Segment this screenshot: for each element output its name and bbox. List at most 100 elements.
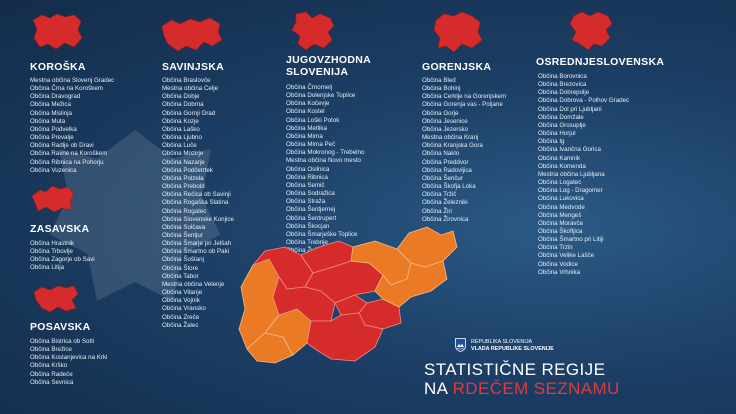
municipality-item: Občina Borovnica	[538, 73, 587, 80]
municipality-item: Občina Hrastnik	[30, 240, 75, 247]
municipality-item: Občina Šoštanj	[162, 256, 204, 264]
municipality-item: Občina Podčetrtek	[162, 166, 213, 174]
municipality-item: Občina Rečica ob Savinji	[162, 191, 231, 199]
municipality-item: Občina Grosuplje	[538, 121, 586, 129]
municipality-item: Občina Ljubno	[162, 134, 202, 142]
municipality-item: Mestna občina Ljubljana	[538, 170, 605, 178]
slovenia-region-map	[238, 226, 458, 364]
municipality-item: Občina Škocjan	[286, 222, 330, 230]
municipality-item: Občina Jezersko	[422, 125, 469, 133]
municipality-item: Občina Kozje	[162, 117, 199, 125]
municipality-item: Občina Radeče	[30, 370, 73, 378]
municipality-item: Občina Straža	[286, 198, 326, 206]
municipality-item: Občina Ravne na Koroškem	[30, 150, 108, 158]
municipality-item: Občina Mokronog - Trebelno	[286, 149, 365, 157]
municipality-item: Občina Brežice	[30, 346, 72, 354]
map-region-east	[374, 260, 448, 308]
municipality-item: Občina Vuzenica	[30, 166, 77, 174]
municipality-item: Občina Solčava	[162, 223, 206, 231]
osrednjeslovenska-title: OSREDNJESLOVENSKA	[536, 56, 665, 68]
municipality-item: Občina Muta	[30, 117, 66, 125]
municipality-item: Občina Zreče	[162, 313, 200, 321]
municipality-item: Občina Medvode	[538, 203, 585, 211]
municipality-item: Občina Bohinj	[422, 85, 461, 93]
municipality-item: Občina Gornji Grad	[162, 109, 216, 117]
zasavska-title: ZASAVSKA	[30, 223, 90, 235]
posavska-region-shape	[33, 285, 79, 313]
municipality-item: Občina Log - Dragomer	[538, 187, 603, 195]
municipality-item: Občina Dobrna	[162, 101, 204, 109]
jugovzhodna-title-line1: JUGOVZHODNA	[286, 54, 371, 66]
municipality-item: Občina Dobrepolje	[538, 89, 590, 97]
municipality-item: Občina Rogaška Slatina	[162, 199, 229, 207]
municipality-item: Občina Kočevje	[286, 100, 330, 108]
municipality-item: Občina Dobrova - Polhov Gradec	[538, 97, 630, 105]
municipality-item: Občina Mirna	[286, 132, 323, 140]
gorenjska-title: GORENJSKA	[422, 61, 492, 73]
municipality-item: Občina Dol pri Ljubljani	[538, 105, 602, 113]
municipality-item: Občina Šmarje pri Jelšah	[162, 240, 232, 248]
koroska-municipality-list: Mestna občina Slovenj Gradec Občina Črna…	[30, 77, 114, 175]
municipality-item: Občina Gorje	[422, 109, 459, 117]
koroska-region-shape	[32, 13, 83, 50]
municipality-item: Občina Domžale	[538, 113, 584, 121]
savinjska-municipality-list: Občina Braslovče Mestna občina Celje Obč…	[162, 77, 234, 330]
municipality-item: Občina Kostel	[286, 108, 325, 116]
municipality-item: Občina Trbovlje	[30, 248, 73, 256]
municipality-item: Občina Škofljica	[538, 227, 583, 235]
municipality-item: Občina Prevalje	[30, 134, 74, 142]
municipality-item: Občina Ribnica na Pohorju	[30, 158, 104, 166]
savinjska-region-shape	[161, 17, 223, 52]
municipality-item: Občina Mežica	[30, 101, 71, 109]
municipality-item: Občina Trebnje	[286, 238, 328, 246]
municipality-item: Občina Vrhnika	[538, 268, 581, 276]
municipality-item: Občina Cerklje na Gorenjskem	[422, 93, 507, 101]
gorenjska-region-shape	[433, 11, 483, 53]
municipality-item: Občina Kamnik	[538, 154, 580, 162]
municipality-item: Občina Vodice	[538, 260, 578, 268]
municipality-item: Občina Brezovica	[538, 81, 587, 89]
municipality-item: Občina Črna na Koroškem	[30, 85, 103, 93]
municipality-item: Mestna občina Velenje	[162, 280, 225, 288]
government-name-line1: REPUBLIKA SLOVENIJA	[471, 339, 533, 345]
municipality-item: Občina Ig	[538, 138, 565, 146]
municipality-item: Občina Šentjernej	[286, 206, 336, 214]
map-region-jugovzhodna	[306, 312, 384, 362]
jugovzhodna-title-line2: SLOVENIJA	[286, 66, 349, 78]
municipality-item: Mestna občina Slovenj Gradec	[30, 77, 115, 84]
municipality-item: Občina Dobje	[162, 93, 200, 101]
municipality-item: Občina Gorenja vas - Poljane	[422, 101, 503, 109]
municipality-item: Občina Osilnica	[286, 165, 330, 173]
posavska-title: POSAVSKA	[30, 321, 91, 333]
municipality-item: Občina Logatec	[538, 179, 582, 187]
municipality-item: Občina Šentjur	[162, 231, 203, 239]
jugovzhodna-municipality-list: Občina Črnomelj Občina Dolenjske Toplice…	[286, 84, 364, 255]
municipality-item: Občina Braslovče	[162, 77, 211, 84]
municipality-item: Občina Slovenske Konjice	[162, 215, 234, 223]
municipality-item: Občina Jesenice	[422, 117, 468, 125]
municipality-item: Občina Mozirje	[162, 150, 204, 158]
posavska-municipality-list: Občina Bistrica ob Sotli Občina Brežice …	[30, 338, 107, 387]
headline: STATISTIČNE REGIJE NA RDEČEM SEZNAMU	[424, 360, 620, 398]
municipality-item: Občina Horjul	[538, 130, 576, 138]
municipality-item: Občina Vransko	[162, 305, 206, 313]
municipality-item: Občina Metlika	[286, 124, 327, 132]
municipality-item: Občina Lukovica	[538, 195, 584, 203]
municipality-item: Občina Komenda	[538, 162, 586, 170]
jugovzhodna-region-shape	[291, 11, 335, 51]
municipality-item: Občina Šmartno pri Litiji	[538, 236, 604, 244]
municipality-item: Občina Tabor	[162, 272, 199, 280]
zasavska-region-shape	[31, 185, 75, 213]
municipality-item: Občina Žirovnica	[422, 215, 469, 223]
municipality-item: Občina Krško	[30, 362, 68, 370]
municipality-item: Občina Mislinja	[30, 109, 72, 117]
municipality-item: Občina Ribnica	[286, 173, 328, 181]
municipality-item: Občina Polzela	[162, 174, 204, 182]
background-watermark	[49, 130, 221, 301]
municipality-item: Občina Sodražica	[286, 190, 335, 198]
municipality-item: Občina Šmarješke Toplice	[286, 230, 358, 238]
municipality-item: Občina Radlje ob Dravi	[30, 142, 94, 150]
headline-line2-accent: RDEČEM SEZNAMU	[452, 379, 620, 398]
slovenia-coat-of-arms-icon	[455, 338, 466, 352]
osrednjeslovenska-region-shape	[569, 11, 613, 51]
